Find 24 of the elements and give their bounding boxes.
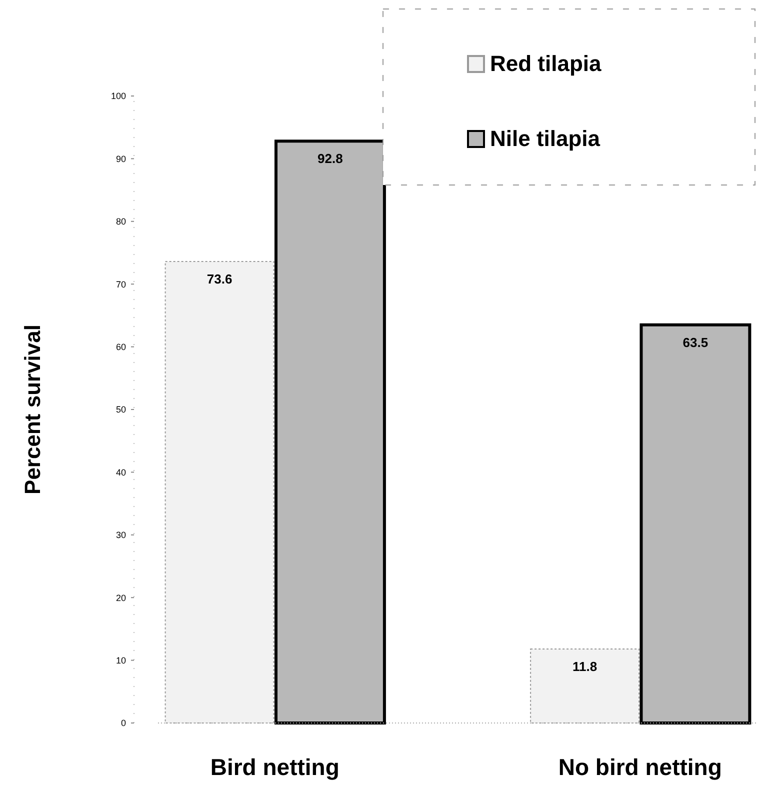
y-tick-label: 90 xyxy=(116,154,126,164)
data-label: 11.8 xyxy=(572,659,598,674)
y-tick-label: 100 xyxy=(110,91,126,102)
y-tick-label: 30 xyxy=(116,530,126,540)
y-tick-label: 40 xyxy=(116,467,126,478)
y-tick-label: 80 xyxy=(116,216,126,227)
data-label: 92.8 xyxy=(318,151,343,166)
y-tick-label: 10 xyxy=(116,655,126,666)
x-tick-label: Bird netting xyxy=(210,754,340,780)
y-axis-title: Percent survival xyxy=(20,324,45,494)
data-label: 73.6 xyxy=(206,272,232,287)
y-tick-label: 0 xyxy=(120,718,126,728)
y-tick-label: 70 xyxy=(116,279,126,290)
legend-label: Nile tilapia xyxy=(490,126,601,151)
legend-label: Red tilapia xyxy=(490,51,602,76)
bar xyxy=(530,648,640,724)
bar xyxy=(164,261,274,724)
y-tick-label: 60 xyxy=(116,342,126,352)
bar xyxy=(640,323,752,724)
y-tick-label: 50 xyxy=(116,404,126,415)
y-tick-label: 20 xyxy=(116,592,126,603)
bar xyxy=(274,140,386,724)
data-label: 63.5 xyxy=(682,334,708,350)
x-tick-label: No bird netting xyxy=(558,754,722,780)
